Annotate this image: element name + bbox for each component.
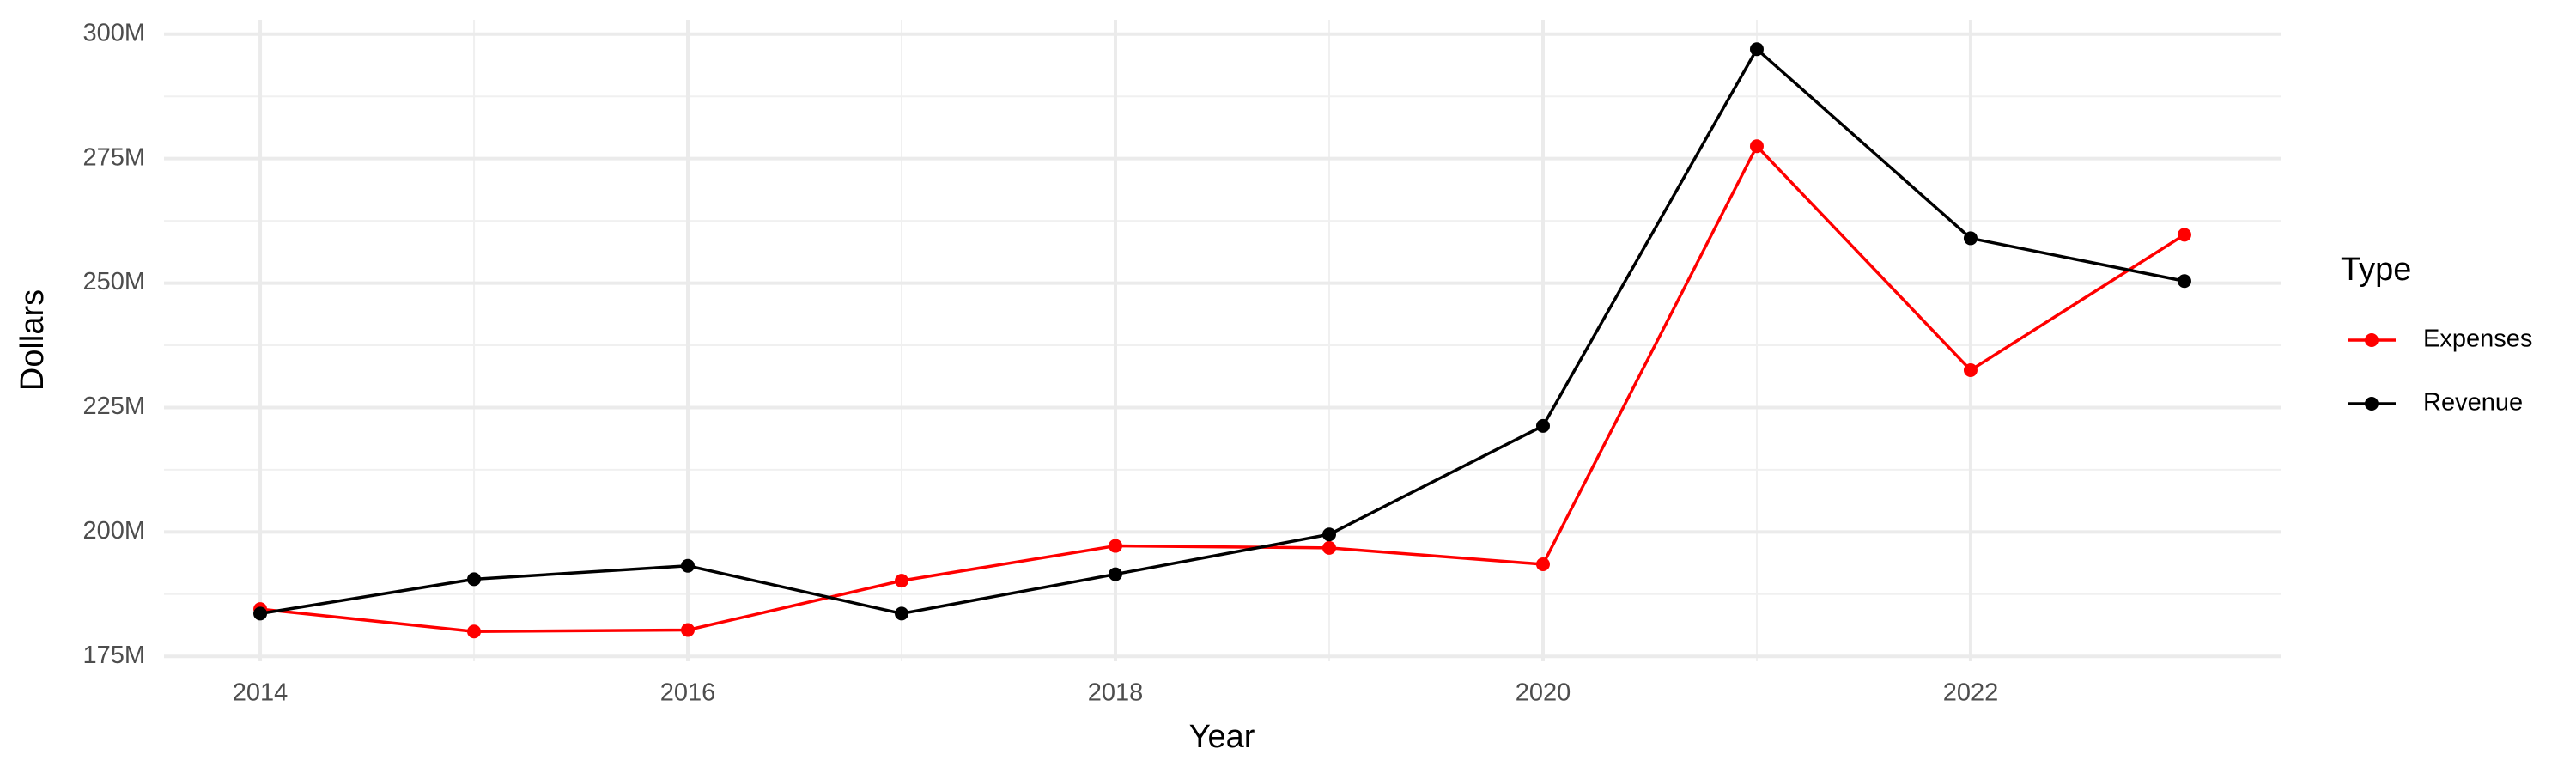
data-point [1535, 557, 1550, 571]
x-tick-label: 2016 [660, 679, 716, 707]
x-axis-title: Year [1189, 719, 1255, 755]
data-point [2177, 228, 2191, 242]
data-point [467, 624, 482, 639]
legend-swatch-point [2365, 397, 2379, 411]
data-point [1749, 42, 1764, 57]
data-point [1535, 418, 1550, 433]
data-point [2177, 274, 2191, 289]
x-tick-label: 2014 [233, 679, 289, 707]
legend-swatch-point [2365, 333, 2379, 347]
series-line [259, 143, 2185, 633]
data-point [1321, 527, 1336, 542]
legend-label: Revenue [2423, 389, 2523, 417]
data-point [1963, 362, 1978, 377]
data-point [1321, 540, 1336, 555]
grid [164, 20, 2281, 661]
y-tick-label: 175M [82, 642, 145, 669]
plot-marks [253, 42, 2191, 639]
y-tick-label: 275M [82, 143, 145, 171]
data-point [1963, 231, 1978, 246]
series-line [259, 46, 2185, 616]
x-tick-label: 2022 [1943, 679, 1999, 707]
data-point [467, 572, 482, 587]
data-point [1109, 567, 1123, 581]
y-tick-label: 200M [82, 517, 145, 545]
data-point [681, 558, 696, 573]
data-point [253, 606, 268, 621]
x-tick-label: 2020 [1516, 679, 1571, 707]
x-tick-label: 2018 [1088, 679, 1144, 707]
y-axis-title: Dollars [15, 289, 51, 391]
data-point [681, 623, 696, 637]
y-tick-label: 250M [82, 268, 145, 295]
legend-title: Type [2341, 252, 2411, 288]
legend-label: Expenses [2423, 326, 2532, 353]
data-point [895, 606, 909, 621]
y-tick-label: 225M [82, 393, 145, 420]
data-point [1109, 539, 1123, 553]
y-tick-label: 300M [82, 19, 145, 46]
data-point [1749, 139, 1764, 154]
data-point [895, 574, 909, 588]
legend: Type Expenses Revenue [2341, 252, 2532, 417]
